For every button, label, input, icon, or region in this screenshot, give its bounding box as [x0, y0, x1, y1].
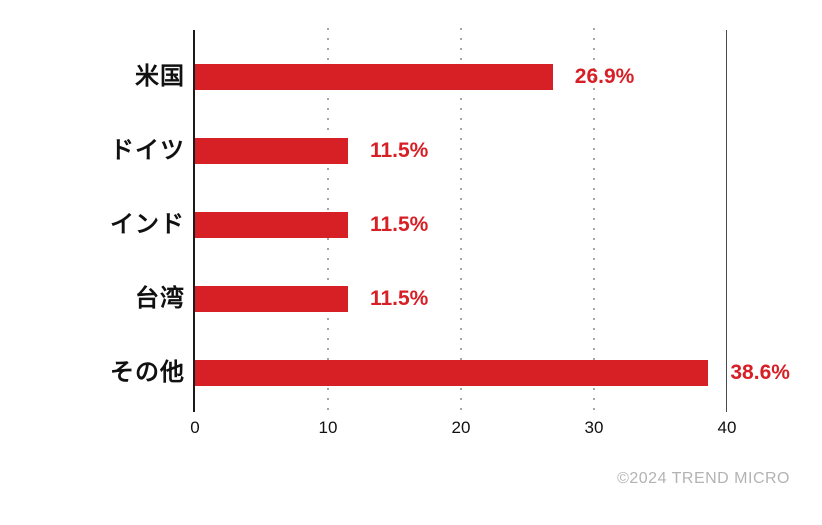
gridline-dotted-30: [593, 28, 595, 412]
x-tick-label-10: 10: [318, 418, 338, 437]
bar-3: [195, 286, 348, 312]
value-label-2: 11.5%: [369, 213, 429, 236]
copyright-text: ©2024 TREND MICRO: [617, 470, 790, 487]
x-tick-label-20: 20: [451, 418, 471, 437]
x-tick-label-0: 0: [190, 418, 200, 437]
category-label-3: 台湾: [135, 285, 185, 312]
category-label-4: その他: [110, 359, 185, 386]
bar-0: [195, 64, 553, 90]
value-label-3: 11.5%: [369, 287, 429, 310]
bar-4: [195, 360, 709, 386]
value-label-1: 11.5%: [369, 139, 429, 162]
value-label-0: 26.9%: [574, 65, 635, 88]
category-label-0: 米国: [135, 63, 185, 90]
category-label-1: ドイツ: [110, 137, 185, 164]
x-tick-label-30: 30: [584, 418, 604, 437]
value-label-4: 38.6%: [730, 361, 790, 384]
bar-2: [195, 212, 348, 238]
gridline-dotted-20: [460, 28, 462, 412]
category-label-2: インド: [110, 211, 185, 238]
bar-1: [195, 138, 348, 164]
y-axis-line: [193, 30, 195, 412]
x-tick-label-40: 40: [717, 418, 737, 437]
gridline-solid-40: [726, 30, 727, 412]
